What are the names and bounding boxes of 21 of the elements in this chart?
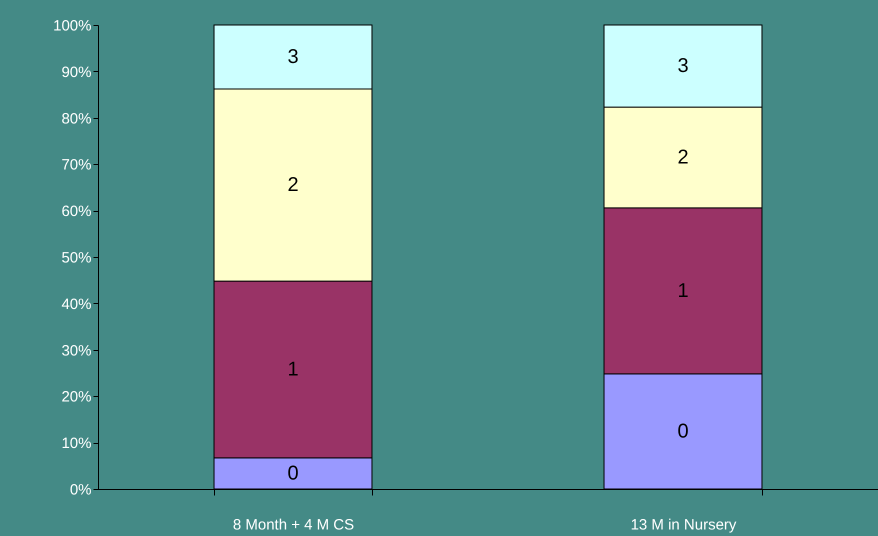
- y-tick-label: 10%: [61, 435, 92, 452]
- text: 3: [677, 55, 689, 78]
- y-tick-label: 70%: [61, 156, 92, 174]
- x-tick-label: 8 Month + 4 M CS: [232, 516, 354, 534]
- y-tick-label: 60%: [61, 203, 92, 220]
- y-tick-label: 100%: [53, 18, 92, 34]
- y-tick-label: 20%: [61, 388, 92, 406]
- series-label: 3: [287, 46, 299, 68]
- y-tick-label: 90%: [61, 64, 92, 81]
- text: 1: [287, 358, 299, 381]
- y-tick-label: 0%: [70, 482, 92, 498]
- x-tick-label: 13 M in Nursery: [630, 516, 737, 534]
- y-tick-label: 40%: [61, 296, 92, 313]
- text: 2: [287, 174, 299, 196]
- y-tick-label: 30%: [61, 342, 92, 360]
- series-label: 0: [287, 462, 299, 484]
- y-tick-label: 80%: [61, 110, 92, 128]
- series-label: 1: [677, 280, 689, 302]
- series-label: 2: [677, 146, 689, 168]
- y-tick-label: 50%: [61, 250, 92, 266]
- text: 0: [677, 420, 689, 442]
